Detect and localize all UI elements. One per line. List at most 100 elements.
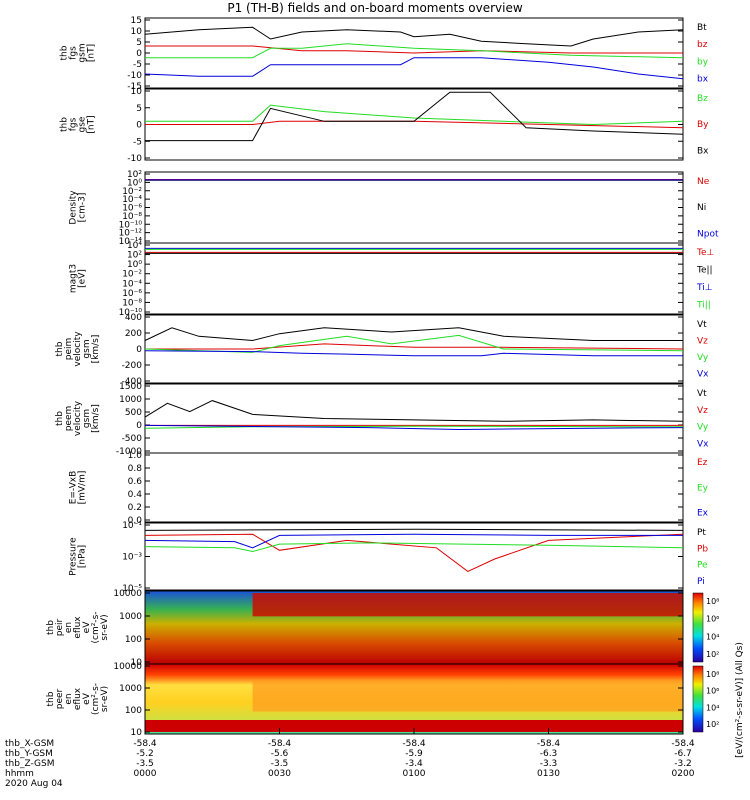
y-axis-label-line: [cm-3] — [78, 193, 88, 223]
x-tick-label: -5.6 — [271, 749, 289, 759]
y-tick-label: 10⁴ — [127, 241, 142, 251]
y-axis-label-line: thb — [55, 341, 65, 356]
legend-entry: By — [697, 120, 709, 130]
y-axis-label-line: eflux — [73, 687, 83, 710]
legend-entry: Pi — [697, 577, 705, 587]
legend-entry: Vy — [697, 353, 709, 363]
panel-frame — [144, 452, 684, 523]
y-tick-label: -400 — [122, 377, 143, 387]
panel-frame — [144, 383, 684, 454]
y-axis-label: E=-VxB[mV/m] — [69, 471, 88, 505]
legend-entry: Te⊥ — [696, 248, 715, 258]
legend-entry: Bz — [697, 94, 708, 104]
panel-frame — [144, 171, 684, 244]
y-axis-label-line: eflux — [73, 616, 83, 639]
colorbar-tick-label: 10⁸ — [706, 597, 719, 606]
y-tick-label: 10 — [131, 728, 143, 738]
legend-entry: Bx — [697, 146, 709, 156]
panel-frame — [144, 242, 684, 315]
x-row-label: thb_X-GSM — [5, 739, 54, 749]
y-tick-label: 5 — [136, 38, 142, 48]
y-tick-label: 10 — [131, 27, 143, 37]
y-axis-label-line: [eV] — [78, 269, 88, 288]
colorbar-label: [eV/(cm²-s-sr-eV)] (All Qs) — [735, 642, 745, 758]
colorbar-tick-label: 10⁶ — [706, 687, 719, 696]
x-tick-label: -58.4 — [268, 739, 292, 749]
y-axis-label: Density[cm-3] — [69, 190, 88, 225]
y-axis-label-line: [nPa] — [78, 545, 88, 568]
legend-entry: Pe — [697, 561, 708, 571]
y-tick-label: -500 — [122, 434, 143, 444]
panel-frame — [144, 522, 684, 591]
y-axis-label-line: [nT] — [87, 115, 97, 133]
y-axis-label: thbpeimvelocitygsm[km/s] — [55, 331, 101, 367]
y-axis-label: thbfgsgse[nT] — [60, 115, 97, 133]
y-axis-label: thbpeirenefluxeV(cm²-s-sr-eV) — [46, 611, 110, 643]
colorbar-tick-label: 10² — [706, 650, 719, 659]
y-tick-label: 0 — [136, 345, 142, 355]
y-tick-label: 1000 — [119, 395, 142, 405]
x-tick-label: -3.2 — [674, 759, 692, 769]
colorbar-tick-label: 10² — [706, 720, 719, 729]
y-tick-label: 200 — [125, 329, 142, 339]
colorbar — [692, 665, 704, 733]
y-tick-label: 10⁰ — [127, 260, 142, 270]
y-tick-label: 10² — [127, 251, 142, 261]
legend-entry: bx — [697, 75, 709, 85]
x-tick-label: -58.4 — [537, 739, 561, 749]
y-tick-label: 10⁻⁴ — [122, 195, 142, 205]
panel-p6: 1500 1000 500 0 -500 -1000 thbpeemvelocitygsm[… — [55, 382, 709, 457]
y-axis-label-line: [mV/m] — [78, 471, 88, 505]
panel-p7: 1.0 0.8 0.6 0.4 0.2 0.0 E=-VxB[mV/m] Ez Ey Ex — [69, 451, 709, 526]
legend-entry: Ey — [697, 483, 709, 493]
x-row-label: hhmm — [5, 769, 34, 779]
legend-entry: Ne — [697, 177, 710, 187]
series-line-Pi — [144, 533, 683, 549]
y-tick-label: 0 — [136, 421, 142, 431]
y-tick-label: 10000 — [113, 662, 142, 672]
y-axis-label-line: [km/s] — [91, 335, 101, 364]
y-axis-label-line: [km/s] — [91, 404, 101, 433]
y-axis-label-line: thb — [46, 691, 56, 706]
y-axis-label-line: fgs — [69, 117, 79, 131]
series-line-Vz — [145, 343, 684, 350]
y-tick-label: -10 — [127, 154, 142, 164]
x-tick-label: -3.5 — [271, 759, 289, 769]
y-axis-label: thbpeemvelocitygsm[km/s] — [55, 400, 101, 436]
x-tick-label: 0200 — [672, 769, 695, 779]
legend-entry: Ni — [697, 203, 706, 213]
y-tick-label: 1000 — [119, 612, 142, 622]
legend-entry: Vx — [697, 440, 709, 450]
x-tick-label: 0130 — [537, 769, 560, 779]
y-tick-label: -15 — [127, 82, 142, 92]
y-axis-label-line: sr-eV) — [100, 686, 110, 712]
y-tick-label: 10⁻⁶ — [122, 289, 142, 299]
x-tick-label: -3.5 — [136, 759, 154, 769]
y-tick-label: 10⁻¹ — [122, 521, 142, 531]
legend-entry: by — [697, 57, 709, 67]
y-tick-label: 10⁻⁶ — [122, 204, 142, 214]
y-axis-label-line: E=-VxB — [69, 471, 79, 505]
y-tick-label: 1000 — [119, 684, 142, 694]
legend-entry: Vy — [697, 423, 709, 433]
colorbar — [692, 592, 704, 663]
series-line-Bz — [145, 104, 684, 126]
series-line-bz — [145, 45, 683, 54]
y-axis-label-line: en — [64, 693, 74, 704]
legend-entry: Vt — [697, 320, 707, 330]
x-tick-label: -58.4 — [402, 739, 426, 749]
x-tick-label: -5.9 — [405, 749, 423, 759]
y-axis-label: Pressure[nPa] — [69, 537, 88, 576]
legend-entry: Vx — [697, 370, 709, 380]
panel-p9: 10⁸ 10⁶ 10⁴ 10² 10000 1000 100 10 thbpeireneflux… — [46, 589, 719, 668]
spectrogram-noise — [145, 591, 683, 664]
y-tick-label: 10⁻¹⁰ — [119, 308, 143, 318]
y-tick-label: 10⁰ — [127, 178, 142, 188]
y-axis-label: magt3[eV] — [69, 264, 88, 293]
x-row-label: thb_Y-GSM — [5, 749, 53, 759]
y-tick-label: -10 — [127, 71, 142, 81]
legend-entry: Ex — [697, 509, 709, 519]
y-axis-label-line: thb — [60, 117, 70, 132]
